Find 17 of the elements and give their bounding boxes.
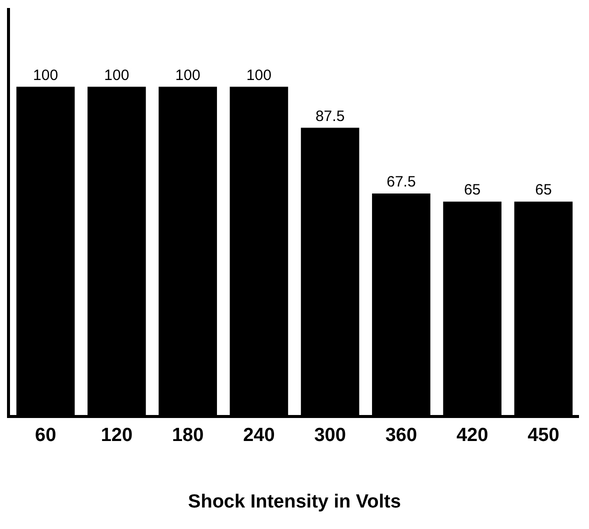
data-label: 100 [175,66,200,84]
x-axis-title: Shock Intensity in Volts [188,492,401,513]
data-label: 67.5 [386,173,416,190]
data-label: 100 [33,66,58,84]
x-tick-label: 120 [100,424,133,446]
x-tick-label: 240 [243,424,275,446]
data-label: 100 [246,66,272,84]
data-label: 65 [464,182,481,199]
x-tick-label: 420 [456,424,488,446]
x-tick-label: 360 [385,424,418,446]
x-tick-label: 300 [314,424,346,446]
x-tick-label: 60 [34,424,56,446]
data-label: 65 [535,182,552,199]
data-label: 87.5 [315,108,345,125]
x-tick-label: 450 [528,424,560,446]
data-label: 100 [104,66,130,84]
x-tick-label: 180 [172,424,204,446]
